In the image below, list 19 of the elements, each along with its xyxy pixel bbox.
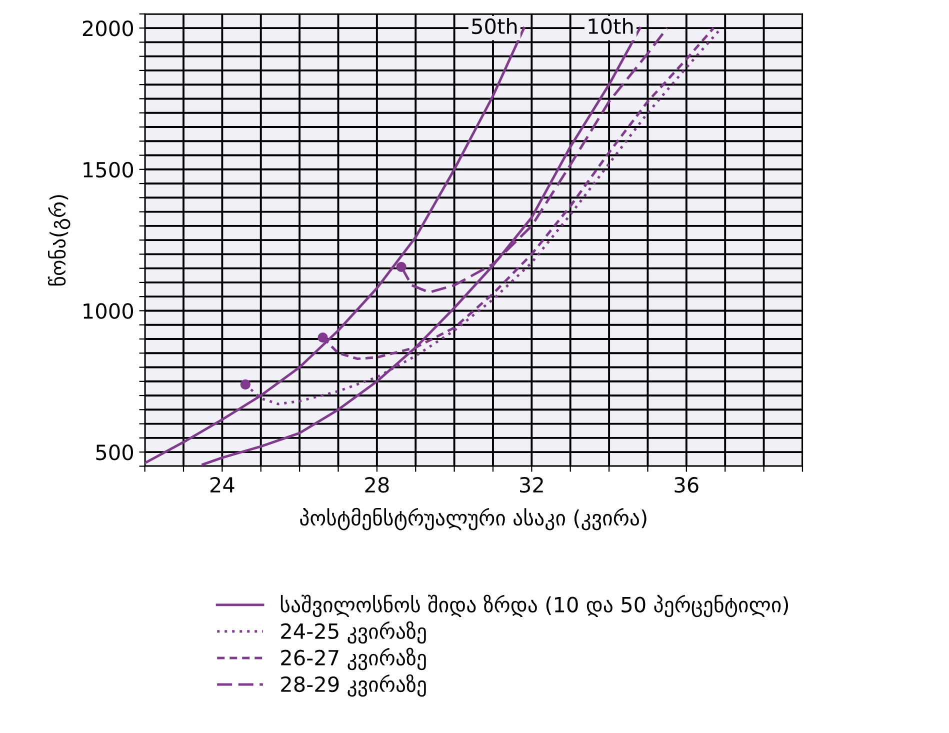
x-tick-label: 36 xyxy=(674,476,698,493)
y-tick-label: 1500 xyxy=(84,162,134,178)
legend-label: 26-27 კვირაზე xyxy=(281,648,426,670)
x-tick-label: 32 xyxy=(520,476,543,493)
point xyxy=(396,262,406,272)
x-tick-label: 24 xyxy=(210,476,234,492)
point xyxy=(318,332,328,343)
point xyxy=(240,379,250,390)
y-tick-label: 500 xyxy=(96,444,134,460)
y-tick-label: 1000 xyxy=(84,303,134,319)
x-tick-label: 28 xyxy=(365,476,389,493)
x-axis-title: პოსტმენსტრუალური ასაკი (კვირა) xyxy=(300,508,646,530)
y-axis-title: წონა(გრ) xyxy=(48,195,70,286)
y-tick-label: 2000 xyxy=(82,20,134,36)
legend-label: საშვილოსნოს შიდა ზრდა (10 და 50 პერცენტილი) xyxy=(280,594,788,618)
legend-label: 28-29 კვირაზე xyxy=(281,674,426,697)
annotation: 10th xyxy=(588,18,633,34)
annotation: 50th xyxy=(472,18,517,34)
legend-label: 24-25 კვირაზე xyxy=(281,621,426,644)
